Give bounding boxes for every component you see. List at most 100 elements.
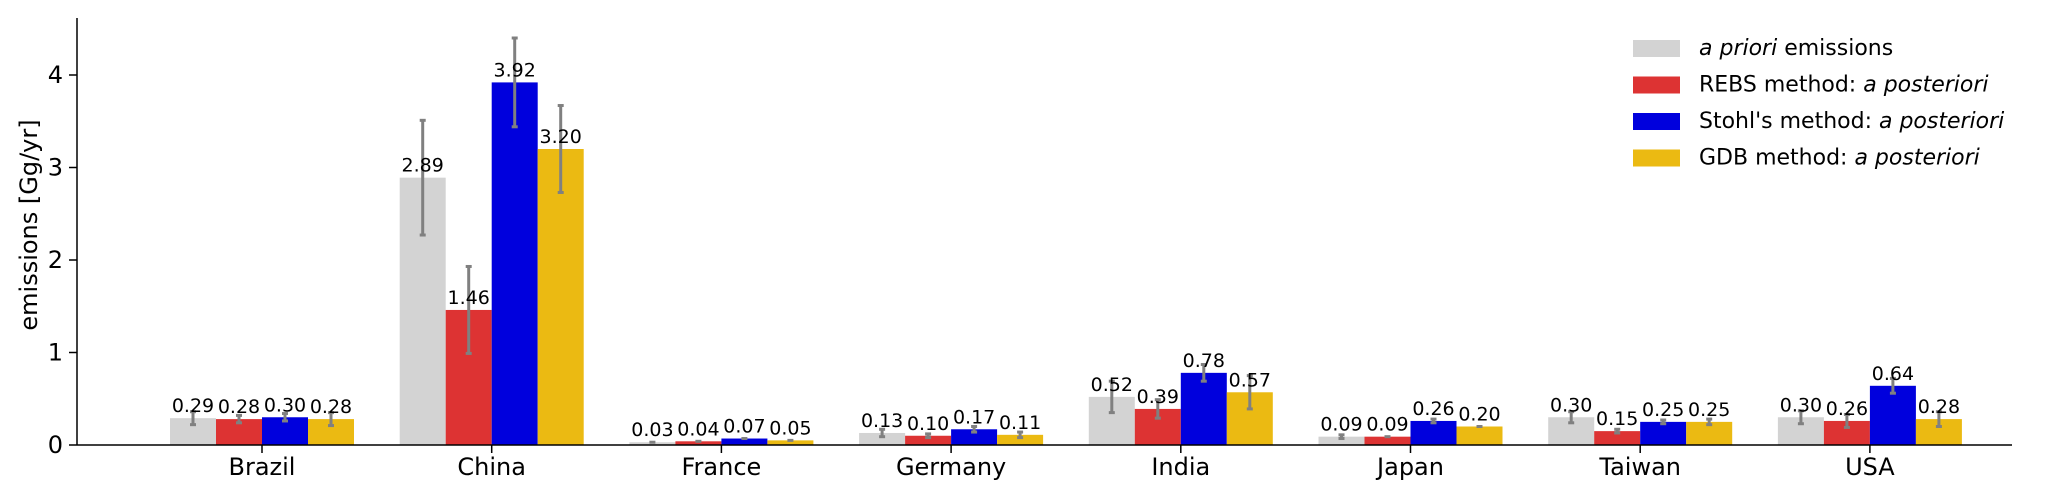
bar [1180, 372, 1227, 445]
data-label: 0.04 [677, 418, 719, 440]
y-tick-label: 0 [48, 431, 63, 459]
data-label: 0.30 [1780, 394, 1822, 416]
legend-item: Stohl's method: a posteriori [1633, 109, 2004, 134]
data-label: 0.30 [1550, 394, 1592, 416]
error-bar [236, 413, 242, 425]
error-bar [190, 410, 196, 427]
error-bar [1843, 412, 1850, 429]
data-label: 0.26 [1412, 398, 1454, 420]
data-label: 0.17 [953, 406, 995, 428]
data-label: 0.10 [907, 413, 949, 435]
bar [537, 149, 584, 445]
legend-label: GDB method: a posteriori [1699, 146, 1980, 171]
data-label: 0.07 [723, 416, 765, 438]
bar [675, 441, 722, 445]
bar [859, 432, 906, 445]
error-bar [1797, 409, 1804, 426]
bar [1594, 431, 1641, 445]
error-bar [1430, 417, 1437, 425]
bar [721, 438, 768, 445]
error-bar [1568, 410, 1575, 425]
x-tick-label: Taiwan [1598, 453, 1681, 481]
data-label: 0.11 [999, 412, 1041, 434]
bar [491, 82, 538, 446]
x-tick-label: India [1151, 453, 1210, 481]
error-bar [1614, 427, 1621, 435]
x-tick-label: Brazil [229, 453, 296, 481]
error-bar [328, 411, 334, 428]
legend: a priori emissions REBS method: a posteri… [1633, 36, 2004, 171]
legend-swatch [1633, 149, 1680, 167]
error-bar [1706, 417, 1713, 427]
bar [1640, 421, 1687, 445]
data-label: 3.20 [540, 126, 582, 148]
error-bar [465, 264, 472, 355]
data-label: 0.28 [1918, 396, 1960, 418]
data-label: 0.52 [1091, 374, 1133, 396]
bar [1686, 421, 1733, 445]
data-label: 0.39 [1137, 386, 1179, 408]
error-bar [925, 432, 932, 440]
error-bar [1338, 433, 1345, 441]
y-tick-label: 3 [48, 154, 63, 182]
error-bar [1108, 379, 1115, 415]
error-bar [1154, 398, 1161, 420]
bar [905, 435, 952, 445]
error-bar [1660, 418, 1667, 426]
data-label: 0.13 [861, 410, 903, 432]
bar [1410, 420, 1457, 445]
data-label: 2.89 [402, 155, 444, 177]
data-label: 0.05 [769, 417, 811, 439]
data-label: 0.29 [172, 395, 214, 417]
error-bar [419, 118, 426, 237]
legend-swatch [1633, 76, 1680, 94]
data-label: 0.64 [1872, 363, 1914, 385]
legend-label: a priori emissions [1699, 36, 1893, 61]
error-bar [557, 104, 564, 194]
error-bar [511, 36, 518, 129]
error-bar [1017, 430, 1024, 440]
legend-swatch [1633, 113, 1680, 130]
error-bar [1935, 410, 1942, 428]
error-bar [971, 425, 978, 434]
x-tick-label: Germany [896, 453, 1006, 481]
x-tick-label: Japan [1375, 453, 1444, 481]
legend-label: Stohl's method: a posteriori [1699, 109, 2004, 134]
data-label: 0.20 [1458, 404, 1500, 426]
data-label: 0.28 [218, 396, 260, 418]
legend-label: REBS method: a posteriori [1699, 73, 1989, 98]
legend-item: a priori emissions [1633, 36, 1893, 61]
data-label: 3.92 [494, 59, 536, 81]
data-label: 0.03 [631, 419, 673, 441]
error-bar [1200, 363, 1207, 383]
data-label: 0.57 [1229, 369, 1271, 391]
data-label: 0.25 [1688, 399, 1730, 421]
bar [1869, 385, 1916, 445]
legend-swatch [1633, 40, 1680, 57]
y-tick-label: 2 [48, 246, 63, 274]
error-bar [1889, 376, 1896, 395]
x-tick-label: USA [1845, 453, 1895, 481]
y-tick-label: 4 [48, 61, 63, 89]
data-label: 0.09 [1320, 414, 1362, 436]
bar [997, 434, 1044, 445]
error-bar [282, 412, 288, 423]
data-label: 1.46 [448, 287, 490, 309]
x-tick-label: France [681, 453, 761, 481]
data-label: 0.25 [1642, 399, 1684, 421]
data-label: 0.26 [1826, 398, 1868, 420]
error-bar [879, 427, 886, 439]
data-label: 0.30 [264, 394, 306, 416]
data-label: 0.15 [1596, 408, 1638, 430]
plot-area: 0.29 0.28 0.30 0.28Brazil2.891.463.923.20Ch… [48, 18, 2012, 481]
data-label: 0.09 [1366, 414, 1408, 436]
bar [1364, 436, 1411, 445]
legend-item: REBS method: a posteriori [1633, 73, 1989, 98]
y-axis-title: emissions [Gg/yr] [15, 119, 43, 330]
bar [1318, 436, 1365, 445]
data-label: 0.28 [310, 396, 352, 418]
bar [951, 429, 998, 445]
legend-item: GDB method: a posteriori [1633, 146, 1980, 171]
bar [767, 440, 814, 445]
